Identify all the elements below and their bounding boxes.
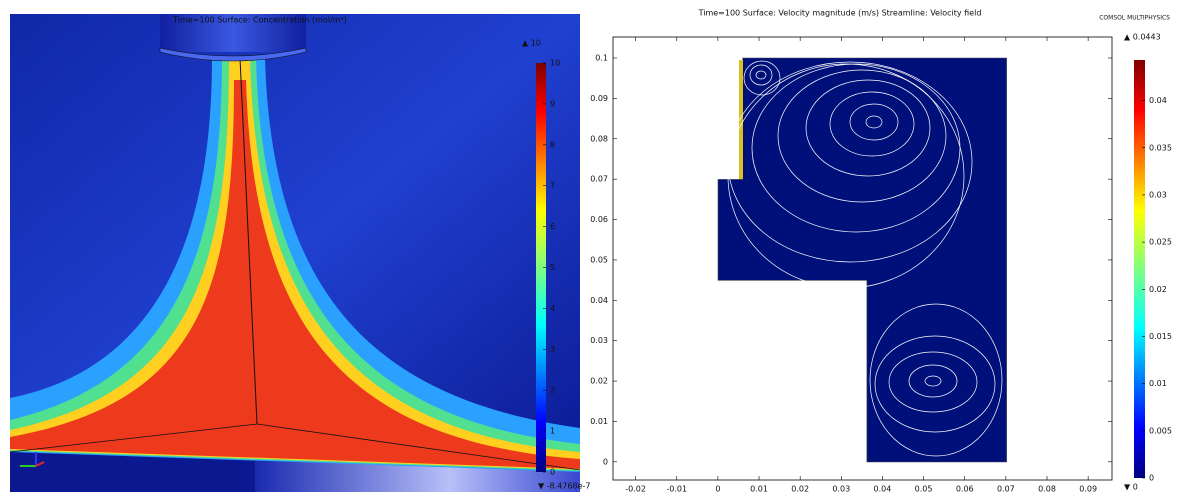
colorbar-max: ▲ 0.0443 bbox=[1124, 33, 1161, 42]
colorbar-tick-label: 0.04 bbox=[1149, 96, 1167, 105]
x-tick-label: 0.07 bbox=[997, 485, 1015, 493]
x-tick-label: 0.06 bbox=[956, 485, 974, 493]
x-tick-label: -0.01 bbox=[666, 485, 687, 493]
colorbar-tick-label: 0.02 bbox=[1149, 285, 1167, 294]
colorbar-tick-label: 5 bbox=[550, 263, 555, 272]
colorbar-tick-label: 0.025 bbox=[1149, 238, 1172, 247]
colorbar-tick-label: 9 bbox=[550, 99, 555, 108]
x-tick-label: 0.02 bbox=[791, 485, 809, 493]
colorbar-min: ▼ -8.4768e-7 bbox=[538, 482, 590, 491]
logo: COMSOL MULTIPHYSICS bbox=[1099, 15, 1170, 22]
x-tick-label: 0.01 bbox=[750, 485, 768, 493]
y-tick-label: 0.02 bbox=[590, 377, 608, 386]
inlet-jet bbox=[739, 60, 743, 179]
y-tick-label: 0.1 bbox=[595, 53, 608, 62]
colorbar-tick-label: 6 bbox=[550, 222, 555, 231]
colorbar-tick-label: 8 bbox=[550, 140, 555, 149]
colorbar-max: ▲ 10 bbox=[522, 39, 541, 48]
x-tick-label: 0.03 bbox=[832, 485, 850, 493]
x-tick-label: 0.04 bbox=[874, 485, 892, 493]
colorbar-tick-label: 0.03 bbox=[1149, 190, 1167, 199]
colorbar-tick-label: 0 bbox=[1149, 474, 1154, 483]
inlet-rim bbox=[159, 47, 307, 62]
inlet-cylinder bbox=[160, 14, 306, 52]
panel-title: Time=100 Surface: Velocity magnitude (m/… bbox=[698, 9, 982, 18]
colorbar-tick-label: 4 bbox=[550, 304, 555, 313]
colorbar-tick-label: 0.015 bbox=[1149, 332, 1172, 341]
axis-triad bbox=[20, 452, 45, 467]
colorbar-tick-label: 0.01 bbox=[1149, 379, 1167, 388]
colorbar bbox=[1134, 60, 1145, 478]
x-tick-label: 0 bbox=[715, 485, 720, 493]
y-tick-label: 0 bbox=[603, 457, 608, 466]
y-tick-label: 0.01 bbox=[590, 417, 608, 426]
colorbar bbox=[536, 63, 546, 472]
colorbar-tick-label: 2 bbox=[550, 386, 555, 395]
edge bbox=[256, 423, 581, 471]
colorbar-min: ▼ 0 bbox=[1124, 483, 1138, 492]
streamlines bbox=[727, 60, 1003, 457]
colorbar-tick-label: 0 bbox=[550, 468, 555, 477]
y-tick-label: 0.08 bbox=[590, 134, 608, 143]
x-tick-label: 0.05 bbox=[915, 485, 933, 493]
edge bbox=[239, 57, 258, 425]
y-tick-label: 0.07 bbox=[590, 175, 608, 184]
y-tick-label: 0.04 bbox=[590, 296, 608, 305]
colorbar-tick-label: 10 bbox=[550, 59, 560, 68]
x-tick-label: 0.09 bbox=[1079, 485, 1097, 493]
y-tick-label: 0.05 bbox=[590, 255, 608, 264]
x-tick-label: -0.02 bbox=[625, 485, 646, 493]
y-tick-label: 0.03 bbox=[590, 336, 608, 345]
velocity-domain bbox=[717, 57, 1007, 463]
colorbar-tick-label: 0.005 bbox=[1149, 426, 1172, 435]
plume-inner bbox=[10, 58, 580, 470]
y-tick-label: 0.06 bbox=[590, 215, 608, 224]
x-tick-label: 0.08 bbox=[1038, 485, 1056, 493]
colorbar-tick-label: 7 bbox=[550, 181, 555, 190]
colorbar-tick-label: 0.035 bbox=[1149, 143, 1172, 152]
panel-title: Time=100 Surface: Concentration (mol/m³) bbox=[172, 16, 347, 25]
colorbar-tick-label: 1 bbox=[550, 427, 555, 436]
y-tick-label: 0.09 bbox=[590, 94, 608, 103]
colorbar-tick-label: 3 bbox=[550, 345, 555, 354]
edge bbox=[9, 423, 258, 453]
streamline-panel: Time=100 Surface: Velocity magnitude (m/… bbox=[612, 9, 1170, 492]
surface-panel: Time=100 Surface: Concentration (mol/m³)… bbox=[9, 14, 590, 492]
plume-core bbox=[10, 80, 580, 469]
